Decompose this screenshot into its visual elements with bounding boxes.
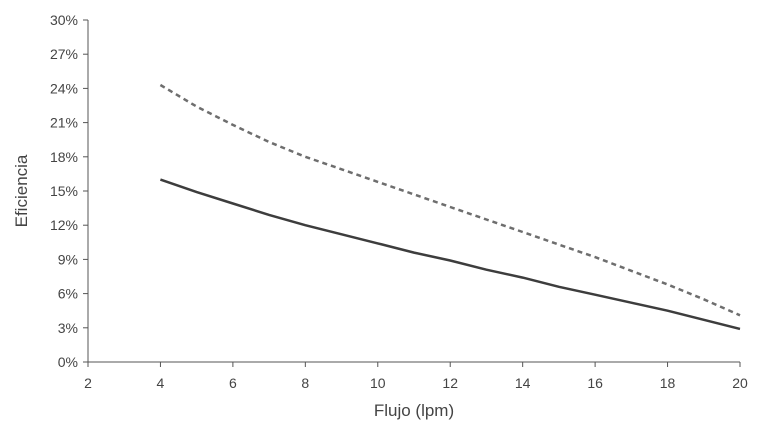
- x-tick-label: 18: [660, 375, 676, 391]
- y-tick-label: 24%: [50, 80, 78, 96]
- y-tick-label: 3%: [58, 320, 78, 336]
- x-axis-title: Flujo (lpm): [374, 401, 454, 420]
- y-tick-label: 6%: [58, 286, 78, 302]
- x-tick-label: 20: [732, 375, 748, 391]
- x-tick-label: 12: [442, 375, 458, 391]
- y-tick-label: 21%: [50, 115, 78, 131]
- series-layer: [159, 83, 741, 331]
- y-tick-label: 30%: [50, 12, 78, 28]
- y-tick-label: 27%: [50, 46, 78, 62]
- x-tick-label: 8: [301, 375, 309, 391]
- y-tick-label: 0%: [58, 354, 78, 370]
- y-tick-label: 9%: [58, 251, 78, 267]
- x-tick-label: 14: [515, 375, 531, 391]
- x-tick-label: 2: [84, 375, 92, 391]
- x-axis-ticks: 2 4 6 8 10 12 14 16 18 20: [84, 362, 748, 391]
- y-axis-title: Eficiencia: [12, 154, 31, 227]
- y-tick-label: 18%: [50, 149, 78, 165]
- x-tick-label: 6: [229, 375, 237, 391]
- x-tick-label: 10: [370, 375, 386, 391]
- y-axis-ticks: 0% 3% 6% 9% 12% 15% 18% 21% 24% 27% 30%: [50, 12, 88, 370]
- y-tick-label: 15%: [50, 183, 78, 199]
- y-tick-label: 12%: [50, 217, 78, 233]
- x-tick-label: 4: [157, 375, 165, 391]
- x-tick-label: 16: [587, 375, 603, 391]
- series-line-solid: [159, 178, 741, 331]
- series-line-dashed: [159, 83, 741, 317]
